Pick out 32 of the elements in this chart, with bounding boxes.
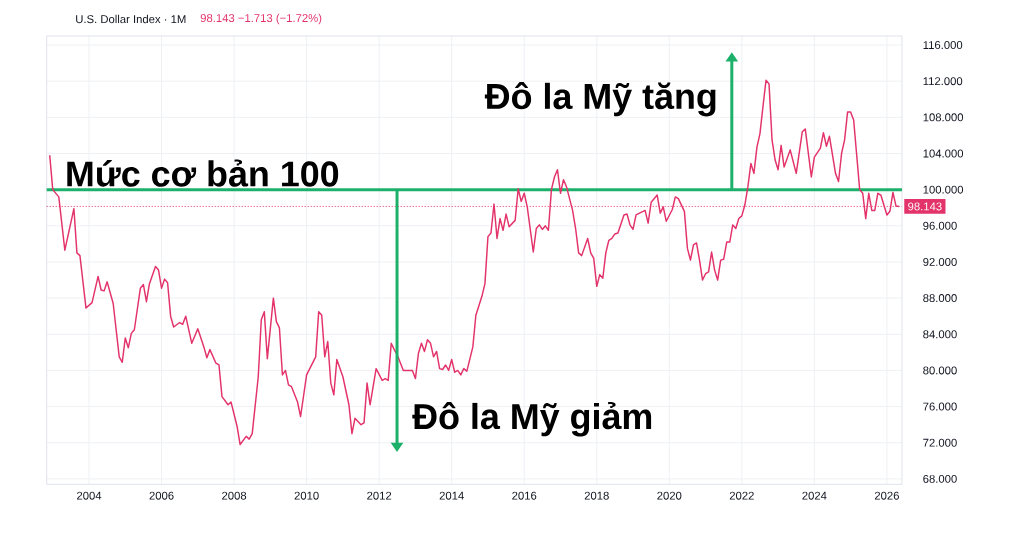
ref-line-label: 98.143 — [908, 202, 942, 211]
ref-line-label: Mức cơ bản 100 — [67, 159, 339, 187]
x-tick-label: 2010 — [294, 491, 319, 500]
chart-title: U.S. Dollar Index · 1M — [76, 14, 186, 24]
x-tick-label: 2012 — [367, 491, 392, 500]
x-tick-label: 2022 — [729, 491, 754, 500]
x-tick-label: 2026 — [874, 491, 899, 500]
x-tick-label: 2008 — [222, 491, 247, 500]
y-tick-label: 108.000 — [923, 113, 964, 122]
x-tick-label: 2020 — [657, 491, 682, 500]
y-tick-label: 96.000 — [923, 221, 957, 230]
y-tick-label: 68.000 — [923, 474, 957, 483]
x-tick-label: 2006 — [149, 491, 174, 500]
y-tick-label: 88.000 — [923, 294, 957, 303]
x-tick-label: 2014 — [439, 491, 464, 500]
annotation: Đô la Mỹ tăng — [484, 82, 716, 117]
y-tick-label: 116.000 — [923, 41, 963, 50]
y-tick-label: 72.000 — [923, 438, 957, 447]
y-tick-label: 84.000 — [923, 330, 957, 339]
y-tick-label: 92.000 — [923, 257, 957, 266]
chart-subtitle: 98.143 −1.713 (−1.72%) — [200, 13, 322, 25]
x-tick-label: 2016 — [512, 491, 537, 500]
x-tick-label: 2004 — [77, 491, 102, 500]
y-tick-label: 112.000 — [923, 77, 963, 86]
annotation: Đô la Mỹ giảm — [412, 402, 652, 437]
y-tick-label: 100.000 — [923, 185, 964, 194]
y-tick-label: 76.000 — [923, 402, 957, 411]
y-tick-label: 104.000 — [923, 149, 964, 158]
x-tick-label: 2018 — [584, 491, 609, 500]
line-series — [48, 79, 900, 446]
y-tick-label: 80.000 — [923, 366, 957, 375]
x-tick-label: 2024 — [802, 491, 827, 500]
